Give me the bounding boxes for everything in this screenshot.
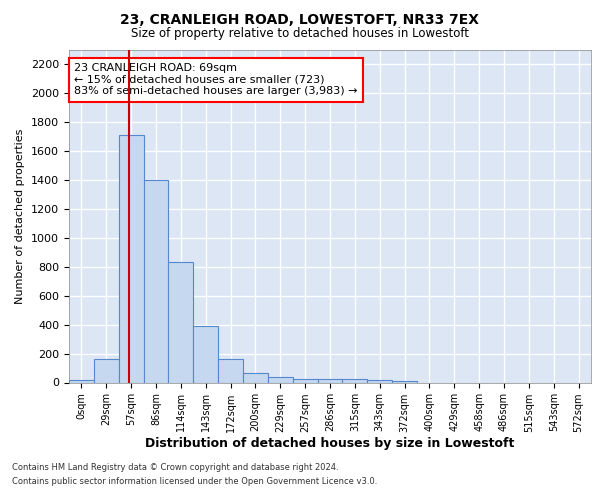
- Bar: [119, 136, 143, 382]
- Y-axis label: Number of detached properties: Number of detached properties: [16, 128, 25, 304]
- Bar: [169, 262, 193, 382]
- Text: Contains public sector information licensed under the Open Government Licence v3: Contains public sector information licen…: [12, 477, 377, 486]
- Bar: [193, 326, 218, 382]
- Bar: [293, 379, 317, 382]
- Bar: [343, 379, 367, 382]
- Text: Contains HM Land Registry data © Crown copyright and database right 2024.: Contains HM Land Registry data © Crown c…: [12, 464, 338, 472]
- Bar: [317, 379, 343, 382]
- Text: 23 CRANLEIGH ROAD: 69sqm
← 15% of detached houses are smaller (723)
83% of semi-: 23 CRANLEIGH ROAD: 69sqm ← 15% of detach…: [74, 64, 358, 96]
- Bar: [94, 360, 119, 382]
- Bar: [69, 380, 94, 382]
- Bar: [243, 373, 268, 382]
- Bar: [218, 358, 243, 382]
- X-axis label: Distribution of detached houses by size in Lowestoft: Distribution of detached houses by size …: [145, 438, 515, 450]
- Text: 23, CRANLEIGH ROAD, LOWESTOFT, NR33 7EX: 23, CRANLEIGH ROAD, LOWESTOFT, NR33 7EX: [121, 12, 479, 26]
- Bar: [268, 378, 293, 382]
- Bar: [367, 380, 392, 382]
- Bar: [143, 180, 169, 382]
- Bar: [392, 381, 417, 382]
- Text: Size of property relative to detached houses in Lowestoft: Size of property relative to detached ho…: [131, 28, 469, 40]
